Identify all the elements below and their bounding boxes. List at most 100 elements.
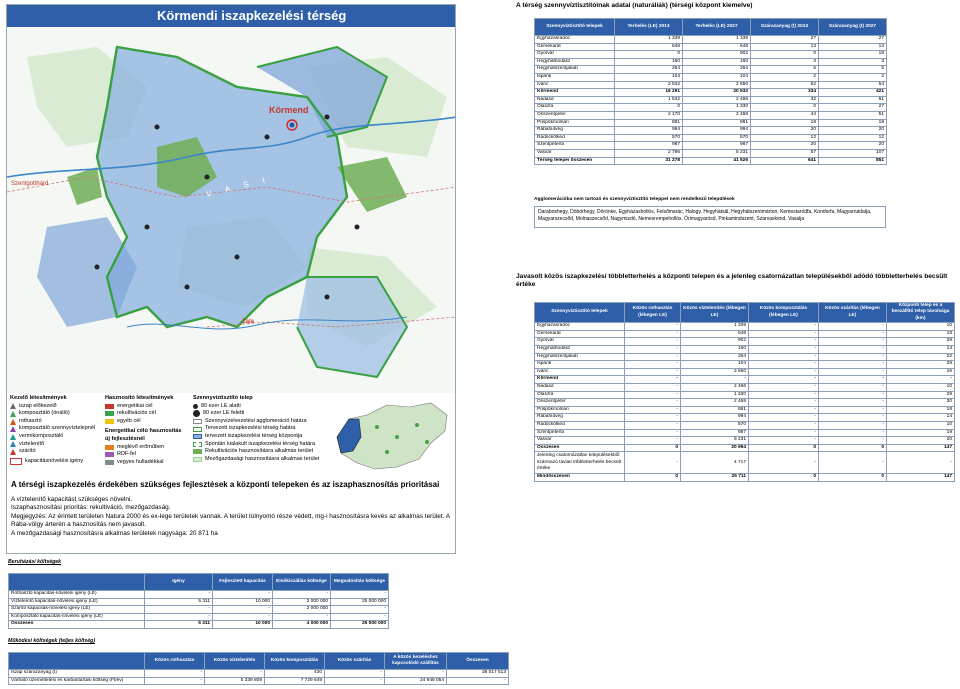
table-cell: 18 bbox=[886, 329, 955, 339]
map-legend: Kezelő létesítmények iszap előkezelő kom… bbox=[7, 393, 455, 477]
row-label: Szárító kapacitás-növelési igény (LE) bbox=[8, 605, 145, 614]
table-row: Összesen 5 311 10 000 4 000 000 25 000 000 bbox=[8, 620, 389, 629]
column-header: Megvalósítás költsége bbox=[330, 573, 389, 591]
table-cell: 881 bbox=[614, 118, 683, 128]
table-cell: 987 bbox=[680, 428, 749, 438]
column-header: Terhelés (LE) 2013 bbox=[614, 18, 683, 36]
table-cell: 2 468 bbox=[680, 398, 749, 407]
composting-icon bbox=[10, 410, 16, 417]
table-cell: 2 796 bbox=[614, 148, 683, 158]
row-label: Mindösszesen bbox=[534, 473, 625, 482]
row-label: Hegyhátszentjakab bbox=[534, 65, 615, 74]
column-header: Szennyvíztisztító telepek bbox=[534, 18, 615, 36]
table-cell: 38 017 513 bbox=[446, 669, 509, 678]
table-cell: 19 bbox=[886, 428, 955, 438]
table-row: Rádóckölked 570 570 12 12 bbox=[534, 133, 887, 143]
row-label: Győrvár bbox=[534, 337, 625, 346]
table-cell: - bbox=[818, 390, 887, 400]
table-cell: 54 bbox=[818, 80, 887, 90]
table-cell: - bbox=[818, 428, 887, 438]
column-header: Közös víztelenítés bbox=[204, 652, 265, 670]
table-row: Ivánc -2 650- -16 bbox=[534, 367, 955, 377]
raba-river bbox=[7, 116, 455, 178]
table-cell: - bbox=[748, 367, 819, 377]
table-cell: 1 339 bbox=[614, 35, 683, 44]
pre-treatment-icon bbox=[10, 403, 16, 410]
table-row: Ispánk 104 104 2 2 bbox=[534, 72, 887, 82]
table-row: Szárító kapacitás-növelési igény (LE) - -2… bbox=[8, 605, 389, 614]
column-header: Közös szárítás bbox=[324, 652, 385, 670]
map-panel: Körmendi iszapkezelési térség bbox=[6, 4, 456, 554]
table-cell: - bbox=[886, 451, 955, 475]
table-row: Hegyhátszentjakab -264- -22 bbox=[534, 352, 955, 362]
table-cell: - bbox=[748, 451, 819, 475]
table-cell: - bbox=[624, 420, 681, 430]
table-cell: 27 bbox=[750, 35, 819, 44]
table-cell: - bbox=[330, 590, 389, 599]
table-cell: 2 532 bbox=[614, 80, 683, 90]
table-row: Vasvár 2 796 5 231 57 107 bbox=[534, 148, 887, 158]
row-label: Püspökmolnári bbox=[534, 405, 625, 415]
column-header: Közös rothasztás (lébegen LE) bbox=[624, 301, 681, 324]
row-label: Vasvár bbox=[534, 436, 625, 445]
table-cell: - bbox=[624, 337, 681, 346]
table-cell: 1 339 bbox=[680, 322, 749, 331]
kormend-label: Körmend bbox=[269, 105, 309, 115]
table-cell: 13 bbox=[886, 345, 955, 354]
table4-title: Működési költségek (teljes költség) bbox=[8, 638, 96, 644]
table-cell: - bbox=[748, 352, 819, 362]
table-cell: 44 bbox=[750, 110, 819, 120]
table-cell: 13 bbox=[818, 42, 887, 52]
row-label: Komposztáló kapacitás-növelési igény (LE… bbox=[8, 612, 145, 622]
kormend-center-marker bbox=[286, 119, 298, 131]
table-cell: - bbox=[272, 612, 331, 622]
table-cell: - bbox=[624, 428, 681, 438]
table-cell: 994 bbox=[614, 126, 683, 135]
row-label: Összesen bbox=[534, 443, 625, 453]
table-row: Hegyháthodász 160 160 3 3 bbox=[534, 57, 887, 67]
table2-title: Javasolt közös iszapkezelési többletterh… bbox=[516, 273, 948, 288]
large-plant-icon bbox=[193, 410, 200, 418]
column-header: Közös komposztálás (lébegen LE) bbox=[748, 301, 819, 324]
column-header: Igény bbox=[144, 573, 213, 591]
table-cell: 1 339 bbox=[682, 35, 751, 44]
table-cell: 27 bbox=[818, 35, 887, 44]
table-cell: 25 000 000 bbox=[330, 620, 389, 629]
table-row: Összesen 0 20 994 0 0 147 bbox=[534, 443, 955, 453]
table-cell: - bbox=[324, 676, 385, 686]
table-row: Győrvár 0 902 0 18 bbox=[534, 50, 887, 59]
column-header: Terhelés (LE) 2027 bbox=[682, 18, 751, 36]
table-cell: - bbox=[818, 451, 887, 475]
mixed-waste-icon bbox=[105, 460, 114, 466]
table-cell: 18 bbox=[750, 118, 819, 128]
row-label: Őriszentpéter bbox=[534, 398, 625, 407]
table-cell: 29 bbox=[886, 360, 955, 369]
table-row: Térség telepei összesen 31 278 41 526 641 85… bbox=[534, 156, 887, 166]
table-cell: - bbox=[624, 382, 681, 392]
table-cell: - bbox=[144, 590, 213, 599]
table-cell: 641 bbox=[750, 156, 819, 166]
column-header: Közös szárítás (lébegen LE) bbox=[818, 301, 887, 324]
table-row: Püspökmolnári 881 881 18 18 bbox=[534, 118, 887, 128]
table-cell: 104 bbox=[680, 360, 749, 369]
table-cell: 5 231 bbox=[682, 148, 751, 158]
table-cell: - bbox=[144, 605, 213, 614]
table-row: Nádasd 1 542 2 466 32 51 bbox=[534, 95, 887, 105]
table-cell: 107 bbox=[818, 148, 887, 158]
table1-title: A térség szennyvíztisztítóinak adatai (n… bbox=[516, 2, 753, 9]
table-cell: 20 bbox=[818, 141, 887, 150]
table-cell: 570 bbox=[614, 133, 683, 143]
zala-label: Zala bbox=[242, 319, 255, 325]
table-cell: - bbox=[818, 337, 887, 346]
table-cell: - bbox=[204, 669, 265, 678]
table-cell: 51 bbox=[818, 95, 887, 105]
table-cell: 264 bbox=[680, 352, 749, 362]
column-header: Szennyvíztisztító telepek bbox=[534, 301, 625, 324]
agglo-settlements: Daraboshegy, Döbörhegy, Dörönke, Egyháza… bbox=[534, 206, 886, 228]
spontaneous-border-icon bbox=[193, 441, 202, 447]
column-header bbox=[8, 652, 145, 670]
table-cell: - bbox=[624, 390, 681, 400]
table-cell: 987 bbox=[614, 141, 683, 150]
table-cell: - bbox=[818, 413, 887, 422]
table-cell: - bbox=[680, 375, 749, 384]
